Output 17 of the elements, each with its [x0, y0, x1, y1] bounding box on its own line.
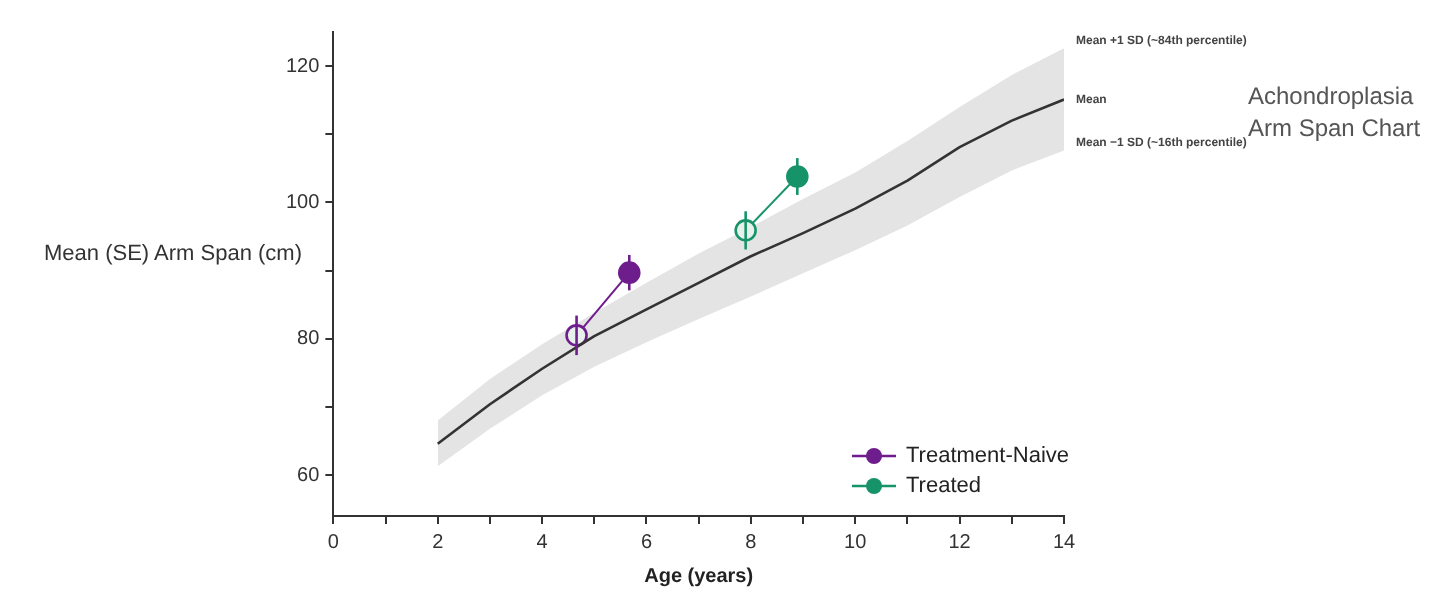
- y-tick-label: 120: [285, 55, 321, 78]
- legend-label: Treatment-Naive: [906, 443, 1070, 467]
- legend-label: Treated: [906, 473, 982, 497]
- x-tick-label: 10: [844, 531, 868, 554]
- y-tick-label: 80: [297, 328, 321, 351]
- x-axis-title: Age (years): [644, 565, 754, 588]
- y-tick-label: 60: [297, 464, 321, 487]
- x-tick-label: 8: [745, 531, 758, 554]
- x-tick-label: 14: [1052, 531, 1076, 554]
- x-tick-label: 2: [432, 531, 445, 554]
- y-tick-label: 100: [285, 191, 321, 214]
- x-tick-label: 4: [536, 531, 549, 554]
- x-tick-label: 6: [640, 531, 653, 554]
- x-tick-label: 12: [948, 531, 972, 554]
- y-axis-title: Mean (SE) Arm Span (cm): [44, 242, 302, 266]
- x-tick-label: 0: [327, 531, 340, 554]
- text: Achondroplasia Arm Span Chart: [1248, 80, 1423, 144]
